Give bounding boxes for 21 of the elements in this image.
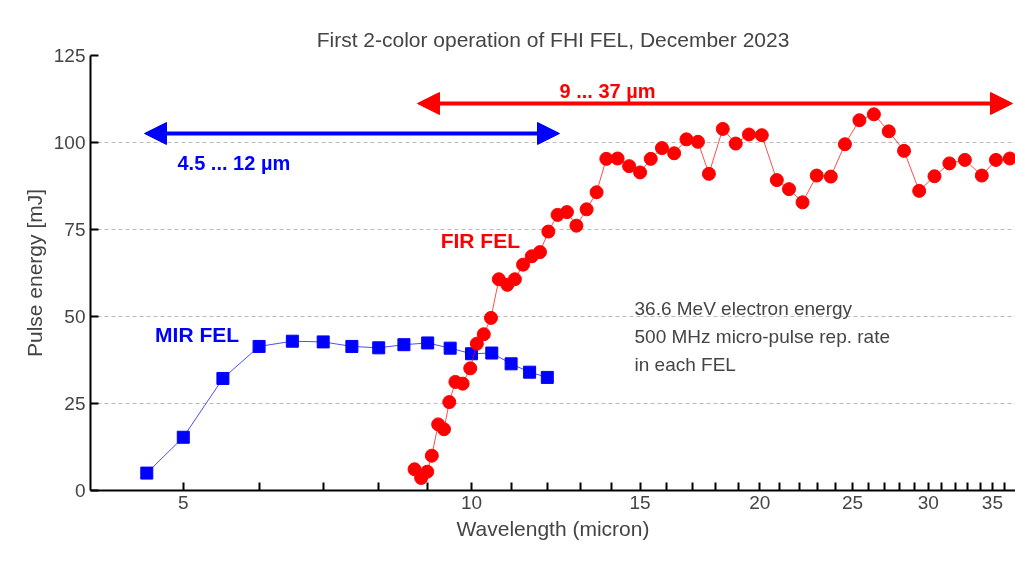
x-tick-label: 15 bbox=[629, 491, 651, 513]
chart-title: First 2-color operation of FHI FEL, December 2023 bbox=[316, 27, 790, 51]
series-label: MIR FEL bbox=[155, 323, 240, 347]
y-tick-label: 25 bbox=[64, 393, 86, 414]
x-tick-label: 25 bbox=[841, 491, 864, 513]
x-tick-label: 10 bbox=[460, 491, 483, 513]
x-tick-label: 5 bbox=[178, 491, 189, 513]
x-tick-label: 30 bbox=[917, 491, 939, 513]
annotation: 9 ... 37 µm bbox=[559, 79, 656, 102]
x-axis-title: Wavelength (micron) bbox=[456, 516, 650, 540]
series-label: FIR FEL bbox=[440, 229, 521, 253]
annotation: 36.6 MeV electron energy 500 MHz micro-pulse rep. rate in each FEL bbox=[634, 297, 891, 376]
y-tick-label: 50 bbox=[64, 306, 86, 327]
x-tick-label: 35 bbox=[981, 491, 1003, 513]
y-tick-label: 100 bbox=[53, 132, 86, 153]
y-tick-label: 0 bbox=[74, 480, 86, 501]
y-tick-label: 75 bbox=[64, 219, 86, 240]
x-tick-label: 20 bbox=[749, 491, 771, 513]
y-axis-title: Pulse energy [mJ] bbox=[22, 188, 46, 358]
annotation: 4.5 ... 12 µm bbox=[177, 151, 291, 174]
y-tick-label: 125 bbox=[53, 45, 86, 66]
